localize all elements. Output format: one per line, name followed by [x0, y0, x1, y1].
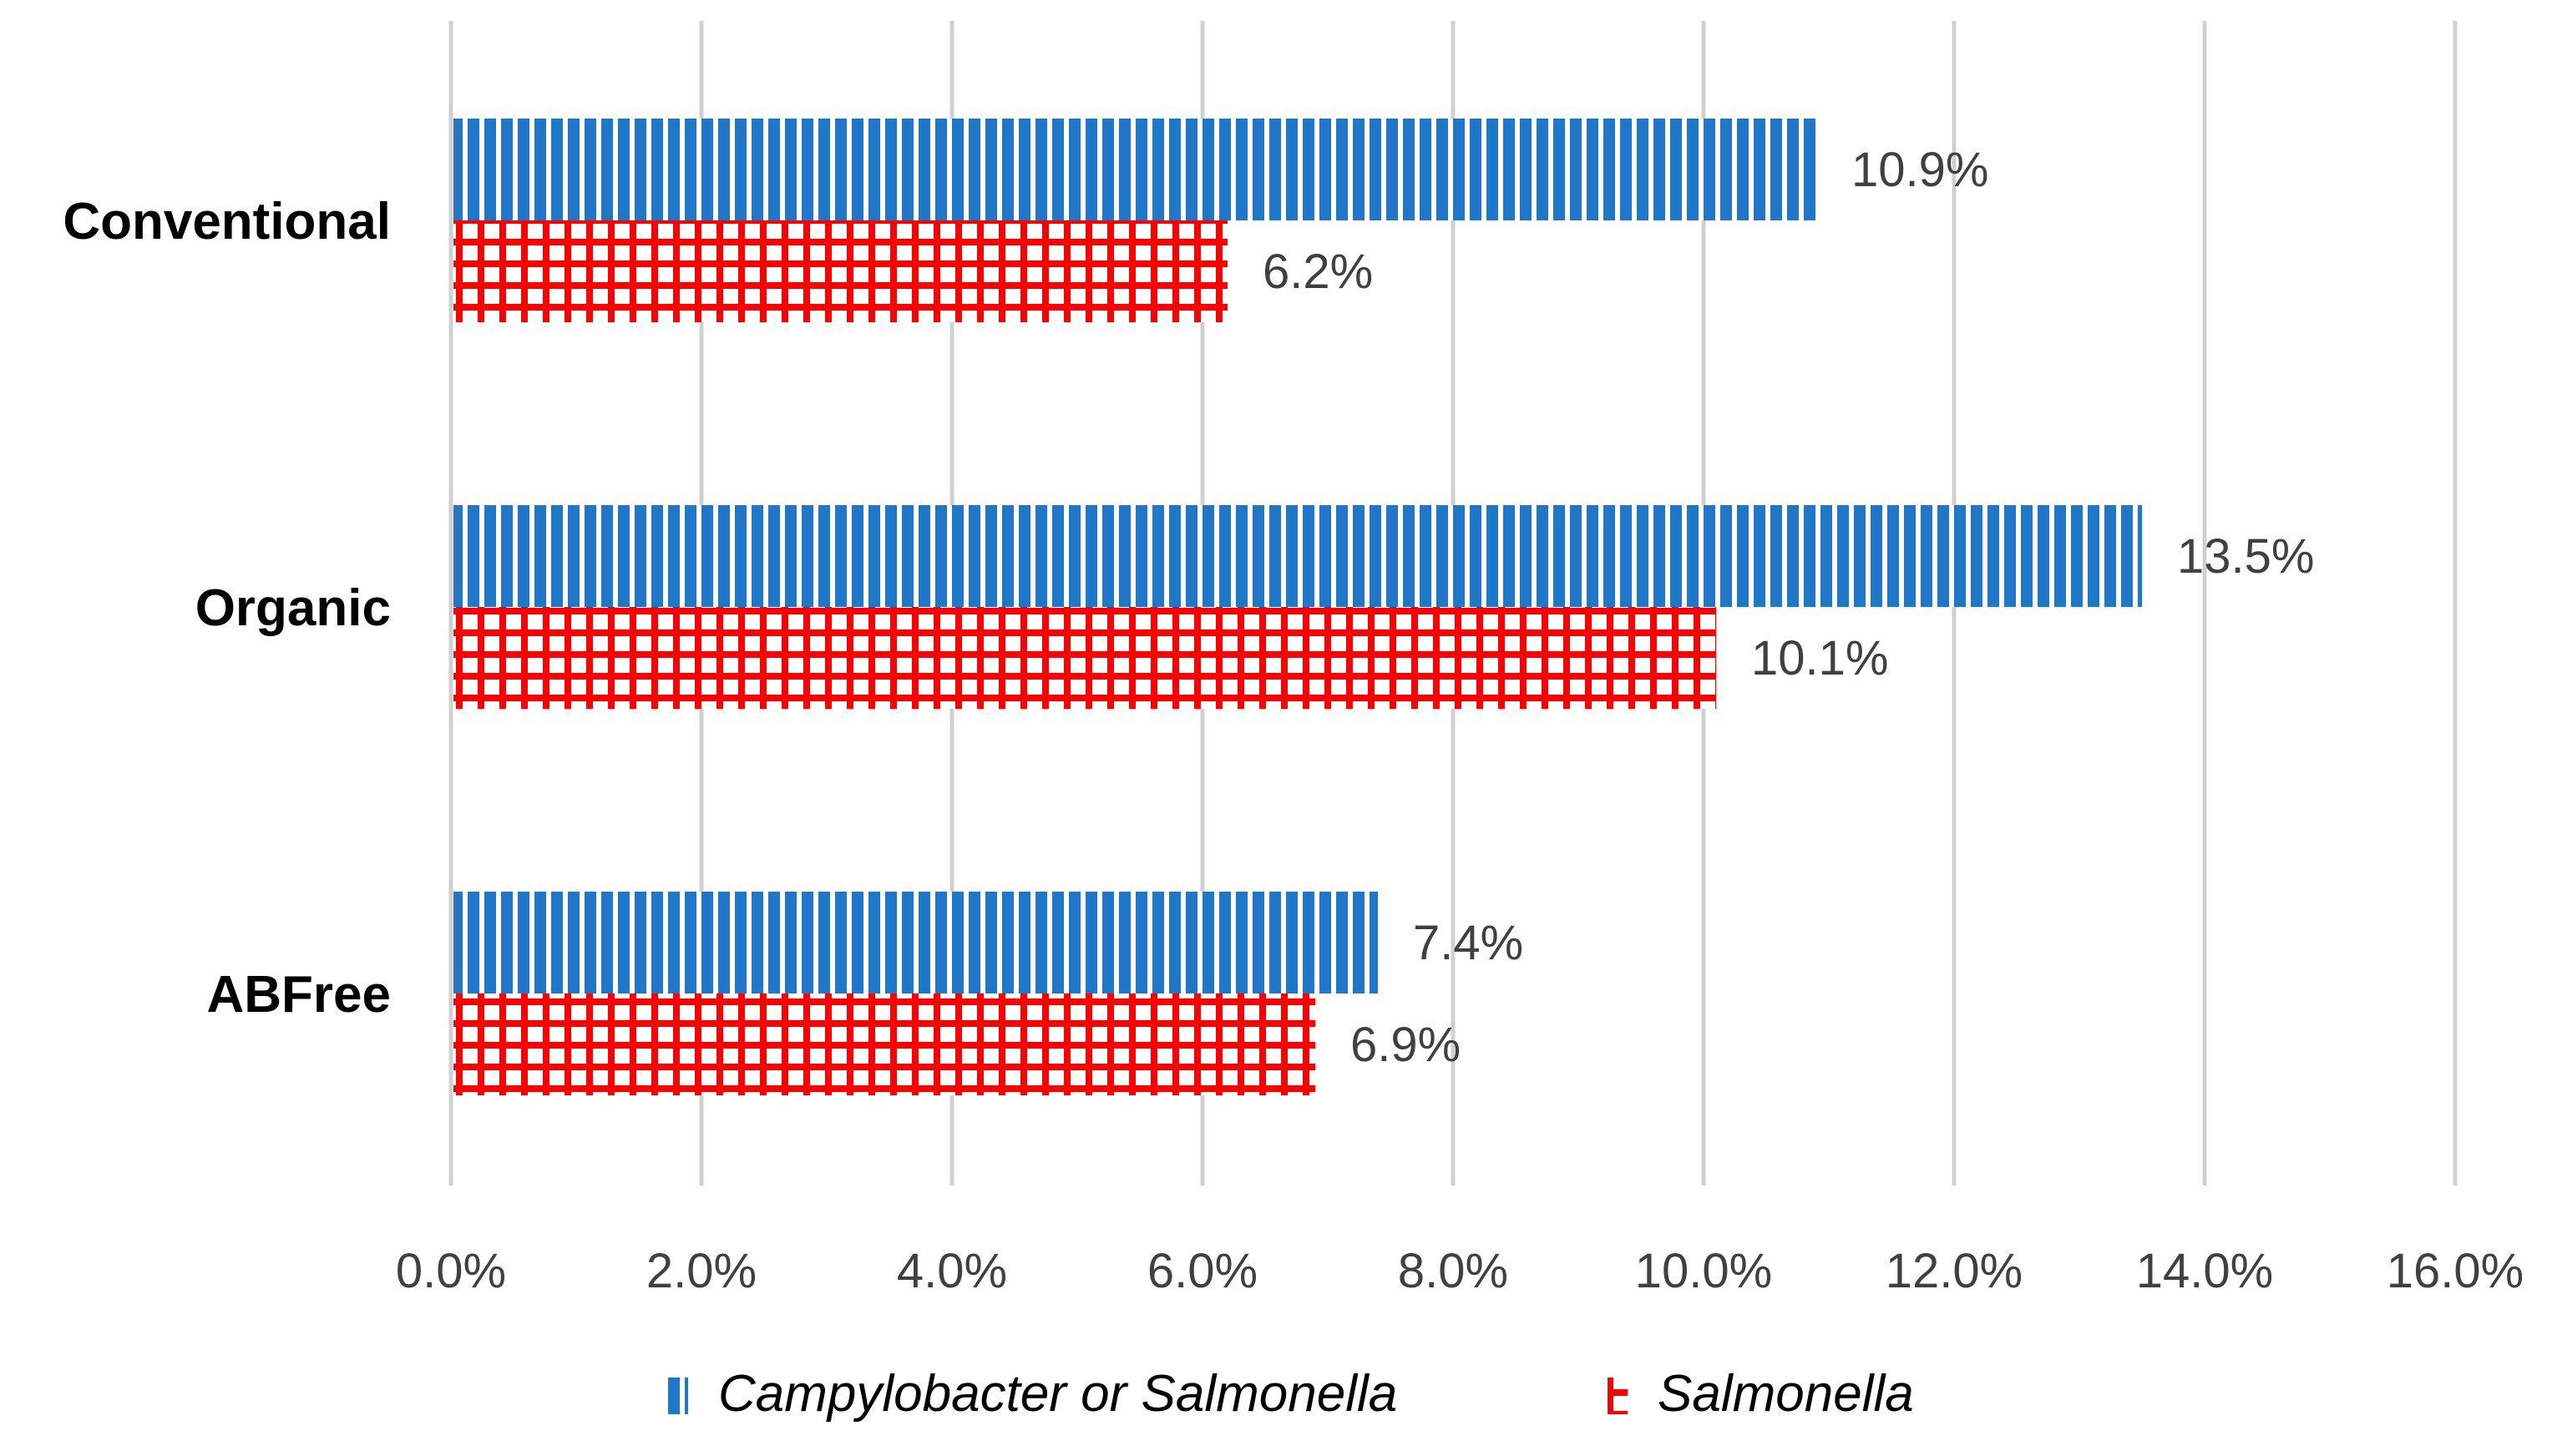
data-label-salmonella-conventional: 6.2% [1263, 245, 1373, 299]
bar-salmonella-organic [453, 607, 1716, 709]
legend-item-campylobacter-or-salmonella: Campylobacter or Salmonella [668, 1365, 1397, 1423]
x-tick-label-2-0: 2.0% [646, 1244, 757, 1298]
data-label-salmonella-organic: 10.1% [1751, 631, 1888, 685]
x-tick-label-16-0: 16.0% [2387, 1244, 2524, 1298]
legend-swatch-campylobacter-or-salmonella [668, 1378, 688, 1414]
x-tick-labels: 0.0% 2.0% 4.0% 6.0% 8.0% 10.0% 12.0% 14.0% 16.0% [396, 1244, 2524, 1298]
bar-campylobacter-or-salmonella-conventional [453, 119, 1816, 220]
legend-swatch-salmonella [1608, 1378, 1628, 1414]
x-tick-label-12-0: 12.0% [1886, 1244, 2023, 1298]
data-labels: 10.9% 6.2% 13.5% 10.1% 7.4% 6.9% [1263, 143, 2314, 1072]
data-label-campylobacter-or-salmonella-abfree: 7.4% [1413, 916, 1523, 970]
data-label-campylobacter-or-salmonella-organic: 13.5% [2177, 529, 2314, 584]
x-tick-label-10-0: 10.0% [1635, 1244, 1772, 1298]
category-labels: Conventional Organic ABFree [63, 193, 391, 1024]
legend-label-campylobacter-or-salmonella: Campylobacter or Salmonella [718, 1365, 1397, 1423]
legend: Campylobacter or Salmonella Salmonella [668, 1365, 1914, 1423]
x-tick-label-6-0: 6.0% [1147, 1244, 1258, 1298]
bar-salmonella-conventional [453, 220, 1228, 322]
bar-campylobacter-or-salmonella-abfree [453, 892, 1378, 993]
data-label-salmonella-abfree: 6.9% [1350, 1018, 1461, 1072]
data-label-campylobacter-or-salmonella-conventional: 10.9% [1851, 143, 1988, 197]
category-label-conventional: Conventional [63, 193, 391, 250]
bar-salmonella-abfree [453, 993, 1315, 1095]
bar-campylobacter-or-salmonella-organic [453, 505, 2142, 607]
x-tick-label-14-0: 14.0% [2136, 1244, 2273, 1298]
x-tick-label-4-0: 4.0% [897, 1244, 1007, 1298]
category-label-organic: Organic [195, 579, 391, 637]
category-label-abfree: ABFree [206, 966, 391, 1024]
legend-item-salmonella: Salmonella [1608, 1365, 1914, 1423]
x-tick-label-8-0: 8.0% [1398, 1244, 1508, 1298]
bars [453, 119, 2142, 1095]
x-tick-label-0-0: 0.0% [396, 1244, 506, 1298]
legend-label-salmonella: Salmonella [1658, 1365, 1914, 1423]
